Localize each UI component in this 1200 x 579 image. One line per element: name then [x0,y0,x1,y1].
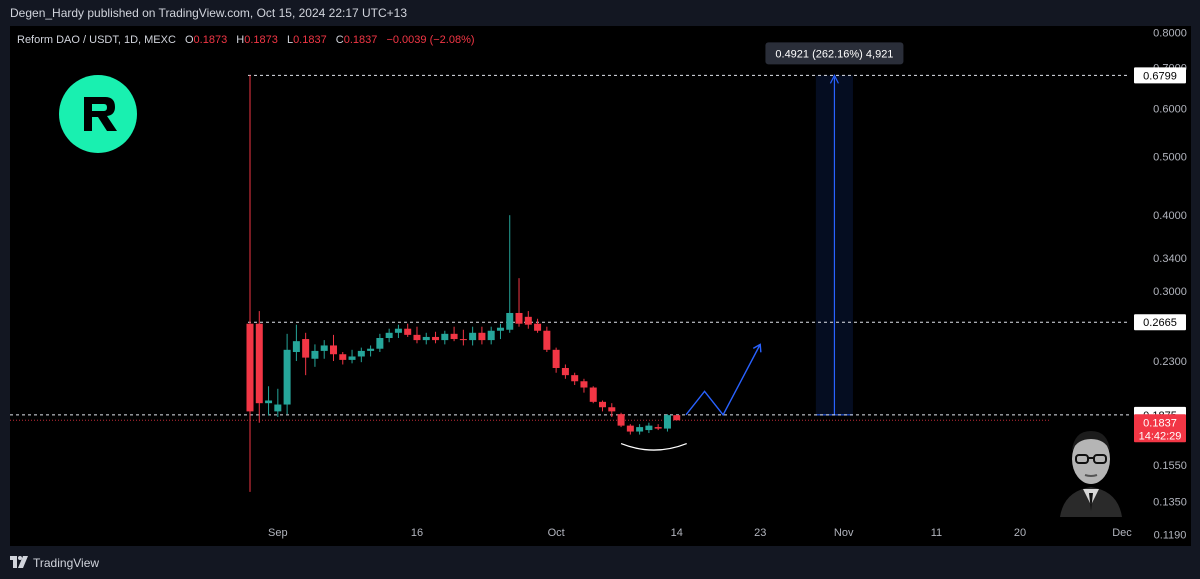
publisher-text: Degen_Hardy published on TradingView.com… [10,6,408,20]
low-value: 0.1837 [293,34,327,46]
candle-body[interactable] [274,404,282,412]
candle-body[interactable] [357,350,365,357]
candle-body[interactable] [422,336,430,341]
x-axis-tick: Dec [1112,527,1132,539]
y-axis-tick: 0.3000 [1153,286,1187,298]
x-axis-tick: 23 [754,527,766,539]
header-bar: Degen_Hardy published on TradingView.com… [0,0,1200,26]
rounded-bottom-curve [620,442,687,451]
candle-body[interactable] [265,400,273,404]
candle-body[interactable] [552,349,560,368]
open-value: 0.1873 [193,34,228,46]
candle-body[interactable] [376,337,384,349]
candle-body[interactable] [432,336,440,341]
candle-body[interactable] [311,350,319,359]
candle-body[interactable] [246,323,254,412]
candle-body[interactable] [385,332,393,338]
measure-tooltip [765,42,904,65]
price-tag-current-text: 0.1837 [1143,417,1177,429]
x-axis-tick: Sep [268,527,288,539]
candle-body[interactable] [404,328,412,335]
y-axis-tick: 0.1190 [1154,530,1187,542]
price-tag-mid[interactable] [1134,314,1186,331]
candle-body[interactable] [626,425,634,432]
candle-body[interactable] [571,375,579,382]
candle-body[interactable] [478,332,486,341]
x-axis-tick: 20 [1014,527,1026,539]
tradingview-logo-icon[interactable] [10,556,28,568]
candle-body[interactable] [534,323,542,331]
candle-body[interactable] [469,332,477,341]
measure-tooltip-text: 0.4921 (262.16%) 4,921 [775,48,893,60]
projection-path[interactable] [685,344,761,417]
tradingview-brand[interactable]: TradingView [33,556,100,570]
candle-body[interactable] [367,348,375,351]
y-axis-tick: 0.6000 [1153,103,1187,115]
y-axis-tick: 0.1550 [1153,460,1187,472]
candle-body[interactable] [283,349,291,405]
x-axis-tick: 16 [411,527,423,539]
candle-body[interactable] [496,327,504,331]
candle-body[interactable] [515,312,523,324]
candle-body[interactable] [302,339,310,358]
footer-bar: TradingView [0,546,1200,579]
x-axis-tick: Oct [548,527,565,539]
low-label: L [286,34,294,46]
x-axis-tick: 11 [931,527,942,539]
candle-body[interactable] [636,427,644,432]
reform-logo-icon [59,75,137,153]
candle-body[interactable] [654,427,662,429]
candle-body[interactable] [561,367,569,376]
candle-body[interactable] [394,328,402,333]
candle-body[interactable] [506,312,514,330]
countdown-text: 14:42:29 [1139,430,1182,442]
measure-arrow-icon [829,74,839,84]
projection-arrow-icon [752,343,762,353]
candle-body[interactable] [589,387,597,402]
price-chart[interactable]: 0.4921 (262.16%) 4,9210.80000.70000.6000… [10,26,1191,546]
candle-body[interactable] [339,354,347,360]
x-axis-tick: Nov [834,527,854,539]
candle-body[interactable] [292,341,300,353]
price-tag-top[interactable] [1134,67,1186,84]
candle-body[interactable] [348,356,356,360]
candle-body[interactable] [450,333,458,340]
y-axis-tick: 0.5000 [1153,151,1187,163]
y-axis-tick: 0.8000 [1153,28,1187,40]
candle-body[interactable] [608,407,616,412]
y-axis-tick: 0.4000 [1153,210,1187,222]
candle-body[interactable] [663,415,671,429]
candle-body[interactable] [487,330,495,341]
candle-body[interactable] [617,414,625,426]
price-tag-mid-text: 0.2665 [1143,317,1177,329]
open-label: O [184,34,194,46]
candle-body[interactable] [599,401,607,408]
symbol-legend: Reform DAO / USDT, 1D, MEXC O0.1873 H0.1… [17,34,475,46]
x-axis-tick: 14 [671,527,683,539]
candle-body[interactable] [329,345,337,355]
candle-body[interactable] [441,333,449,341]
candle-body[interactable] [543,330,551,350]
y-axis-tick: 0.2300 [1153,356,1187,368]
price-tag-current[interactable] [1134,414,1186,443]
chart-pane[interactable]: 0.4921 (262.16%) 4,9210.80000.70000.6000… [10,26,1191,546]
price-tag-top-text: 0.6799 [1143,70,1177,82]
change-value: −0.0039 (−2.08%) [386,34,475,46]
close-label: C [335,34,344,46]
candle-body[interactable] [524,316,532,325]
candle-body[interactable] [580,381,588,388]
candle-body[interactable] [255,323,263,404]
candle-body[interactable] [320,345,328,351]
candle-body[interactable] [413,334,421,341]
y-axis-tick: 0.1350 [1153,496,1187,508]
symbol-name[interactable]: Reform DAO / USDT, 1D, MEXC [17,34,176,46]
y-axis-tick: 0.3400 [1153,253,1187,265]
avatar-icon [1050,419,1132,517]
candle-body[interactable] [673,415,681,421]
candle-body[interactable] [459,339,467,341]
candle-body[interactable] [645,425,653,431]
high-value: 0.1873 [244,34,278,46]
high-label: H [236,34,245,46]
close-value: 0.1837 [343,34,378,46]
